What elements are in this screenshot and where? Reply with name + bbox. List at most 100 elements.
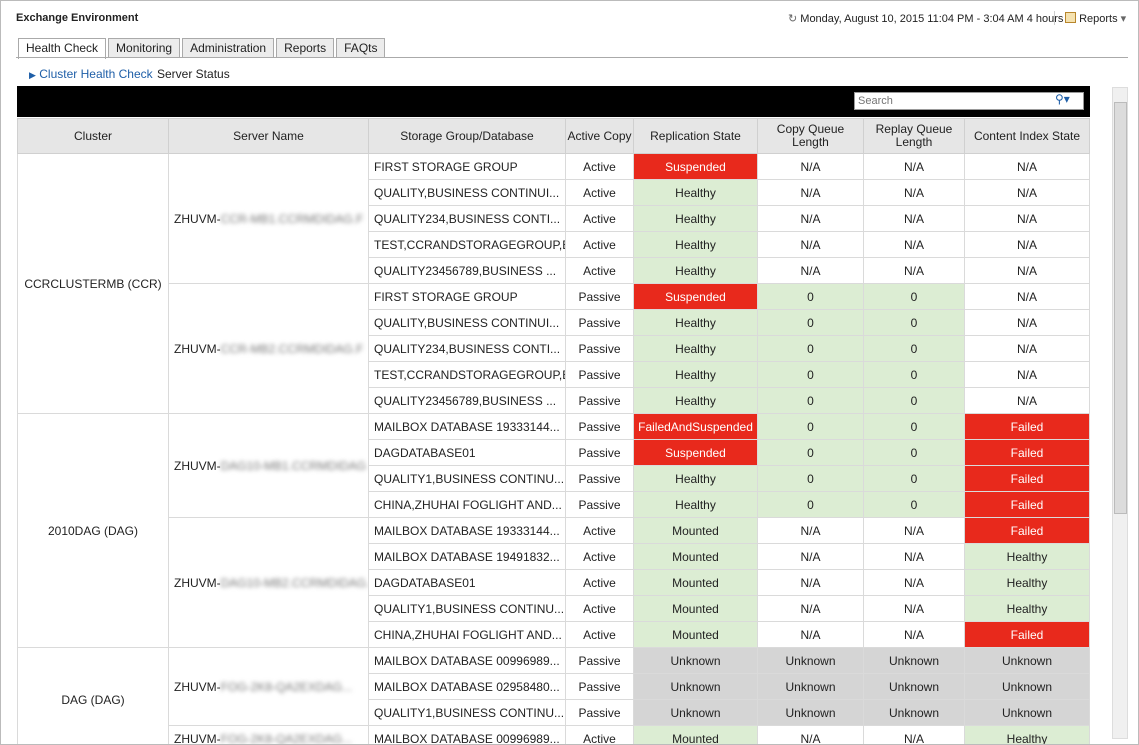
- column-header[interactable]: Server Name: [168, 118, 369, 154]
- column-header[interactable]: Active Copy: [565, 118, 634, 154]
- state-cell: 0: [863, 439, 965, 466]
- tab[interactable]: Monitoring: [108, 38, 181, 57]
- tab-line: [16, 57, 1128, 58]
- row[interactable]: CHINA,ZHUHAI FOGLIGHT AND... Active Mounte…: [18, 621, 1090, 648]
- cluster-cell: DAG (DAG): [17, 647, 169, 744]
- scrollbar[interactable]: [1112, 87, 1128, 739]
- state-cell: Passive: [565, 439, 634, 466]
- database-cell: FIRST STORAGE GROUP: [368, 153, 566, 180]
- state-cell: Active: [565, 231, 634, 258]
- cluster-cell: 2010DAG (DAG): [17, 413, 169, 648]
- column-header[interactable]: Replication State: [633, 118, 758, 154]
- tab[interactable]: Administration: [182, 38, 275, 57]
- state-cell: N/A: [757, 205, 864, 232]
- row[interactable]: QUALITY234,BUSINESS CONTI... Active Health…: [18, 205, 1090, 232]
- database-cell: MAILBOX DATABASE 00996989...: [368, 647, 566, 674]
- database-cell: MAILBOX DATABASE 02958480...: [368, 673, 566, 700]
- row[interactable]: DAG (DAG) ZHUVM-FOG-2K8-QA2EXDAG... MAILBO…: [17, 647, 1090, 744]
- row[interactable]: QUALITY1,BUSINESS CONTINU... Passive Healt…: [18, 465, 1090, 492]
- database-cell: QUALITY1,BUSINESS CONTINU...: [368, 465, 566, 492]
- row[interactable]: CCRCLUSTERMB (CCR) ZHUVM-CCR-MB1.CCRMDIDA…: [17, 153, 1090, 414]
- row[interactable]: QUALITY,BUSINESS CONTINUI... Active Health…: [18, 179, 1090, 206]
- state-cell: Healthy: [633, 257, 758, 284]
- row[interactable]: ZHUVM-FOG-2K8-QA2EXDAG... MAILBOX DATABAS…: [18, 725, 1090, 744]
- header-row: Cluster Server Name Storage Group/Database…: [17, 118, 1090, 154]
- state-cell: N/A: [757, 257, 864, 284]
- row[interactable]: ZHUVM-DAG10-MB2.CCRMDIDAG... MAILBOX DATA…: [18, 517, 1090, 648]
- state-cell: 0: [863, 361, 965, 388]
- state-cell: Mounted: [633, 543, 758, 570]
- column-header[interactable]: Replay Queue Length: [863, 118, 965, 154]
- database-cell: QUALITY23456789,BUSINESS ...: [368, 387, 566, 414]
- database-cell: DAGDATABASE01: [368, 439, 566, 466]
- state-cell: Failed: [964, 465, 1090, 492]
- state-cell: 0: [757, 439, 864, 466]
- state-cell: 0: [863, 283, 965, 310]
- state-cell: Passive: [565, 309, 634, 336]
- state-cell: Healthy: [964, 725, 1090, 744]
- state-cell: Active: [565, 205, 634, 232]
- row[interactable]: QUALITY23456789,BUSINESS ... Passive Healt…: [18, 387, 1090, 414]
- server-blurred: CCR-MB1.CCRMDIDAG.F: [220, 211, 364, 226]
- database-cell: CHINA,ZHUHAI FOGLIGHT AND...: [368, 621, 566, 648]
- state-cell: N/A: [757, 621, 864, 648]
- state-cell: Passive: [565, 387, 634, 414]
- state-cell: Healthy: [633, 335, 758, 362]
- state-cell: Failed: [964, 491, 1090, 518]
- state-cell: 0: [863, 309, 965, 336]
- state-cell: Mounted: [633, 621, 758, 648]
- time-range-text: Monday, August 10, 2015 11:04 PM - 3:04 …: [800, 13, 1064, 25]
- state-cell: Active: [565, 595, 634, 622]
- state-cell: N/A: [863, 257, 965, 284]
- row[interactable]: QUALITY1,BUSINESS CONTINU... Passive Unkno…: [18, 699, 1090, 726]
- state-cell: Mounted: [633, 517, 758, 544]
- column-header[interactable]: Cluster: [17, 118, 169, 154]
- row[interactable]: DAGDATABASE01 Active Mounted N/A N/A Healthy: [18, 569, 1090, 596]
- server-prefix: ZHUVM-: [174, 458, 221, 473]
- database-cell: MAILBOX DATABASE 19333144...: [368, 413, 566, 440]
- state-cell: N/A: [863, 517, 965, 544]
- state-cell: Unknown: [863, 673, 965, 700]
- health-table: Cluster Server Name Storage Group/Database…: [17, 118, 1090, 744]
- column-header[interactable]: Content Index State: [964, 118, 1090, 154]
- state-cell: 0: [757, 413, 864, 440]
- state-cell: 0: [757, 335, 864, 362]
- reports-menu[interactable]: Reports ▾: [1065, 12, 1126, 25]
- state-cell: N/A: [863, 725, 965, 744]
- search-icon[interactable]: ⚲▾: [1055, 92, 1070, 106]
- state-cell: N/A: [964, 309, 1090, 336]
- row[interactable]: DAGDATABASE01 Passive Suspended 0 0 Failed: [18, 439, 1090, 466]
- server-blurred: DAG10-MB1.CCRMDIDAG ..: [220, 458, 369, 473]
- row[interactable]: QUALITY,BUSINESS CONTINUI... Passive Healt…: [18, 309, 1090, 336]
- subnav-link[interactable]: ▶ Cluster Health Check: [29, 67, 153, 81]
- state-cell: N/A: [757, 153, 864, 180]
- time-range[interactable]: ↻ Monday, August 10, 2015 11:04 PM - 3:0…: [788, 13, 1072, 25]
- state-cell: N/A: [964, 231, 1090, 258]
- column-header[interactable]: Copy Queue Length: [757, 118, 864, 154]
- tab[interactable]: FAQts: [336, 38, 386, 57]
- row[interactable]: TEST,CCRANDSTORAGEGROUP,E... Active Health…: [18, 231, 1090, 258]
- row[interactable]: QUALITY1,BUSINESS CONTINU... Active Mounte…: [18, 595, 1090, 622]
- server-blurred: CCR-MB2.CCRMDIDAG.F: [220, 341, 364, 356]
- row[interactable]: 2010DAG (DAG) ZHUVM-DAG10-MB1.CCRMDIDAG .…: [17, 413, 1090, 648]
- state-cell: Passive: [565, 673, 634, 700]
- state-cell: Unknown: [964, 647, 1090, 674]
- search-input[interactable]: [854, 92, 1084, 110]
- subnav-link[interactable]: Server Status: [157, 67, 230, 81]
- state-cell: N/A: [964, 283, 1090, 310]
- state-cell: N/A: [964, 335, 1090, 362]
- tab[interactable]: Health Check: [18, 38, 107, 59]
- database-cell: QUALITY1,BUSINESS CONTINU...: [368, 595, 566, 622]
- state-cell: Passive: [565, 361, 634, 388]
- state-cell: 0: [757, 361, 864, 388]
- tab[interactable]: Reports: [276, 38, 335, 57]
- column-header[interactable]: Storage Group/Database: [368, 118, 566, 154]
- scroll-thumb[interactable]: [1114, 102, 1127, 514]
- state-cell: Mounted: [633, 595, 758, 622]
- state-cell: Active: [565, 517, 634, 544]
- state-cell: N/A: [863, 231, 965, 258]
- state-cell: Active: [565, 153, 634, 180]
- row[interactable]: ZHUVM-CCR-MB2.CCRMDIDAG.F FIRST STORAGE G…: [18, 283, 1090, 414]
- state-cell: N/A: [757, 517, 864, 544]
- state-cell: Passive: [565, 491, 634, 518]
